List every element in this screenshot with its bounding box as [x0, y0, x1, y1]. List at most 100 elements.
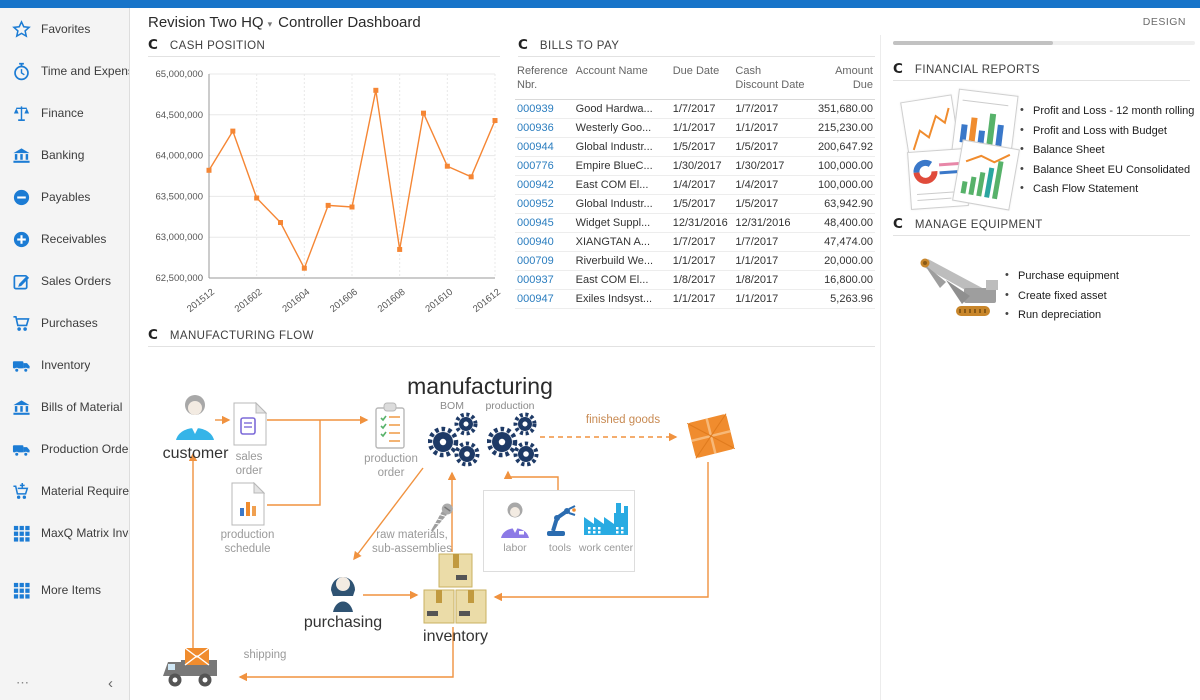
sidebar-overflow-button[interactable]: ⋯ [16, 675, 30, 690]
table-cell: 5,263.96 [810, 289, 875, 309]
reference-link[interactable]: 000945 [515, 213, 574, 233]
bills-to-pay-panel-header: C BILLS TO PAY [518, 37, 875, 57]
sidebar-item-sales-orders[interactable]: Sales Orders [0, 260, 129, 302]
table-row[interactable]: 000939 Good Hardwa... 1/7/2017 1/7/2017 351,… [515, 99, 875, 119]
refresh-icon[interactable]: C [148, 327, 158, 344]
sidebar-item-bills-of-material[interactable]: Bills of Material [0, 386, 129, 428]
report-link[interactable]: Profit and Loss - 12 month rolling [1020, 105, 1195, 118]
column-header[interactable]: Account Name [573, 62, 671, 100]
column-header[interactable]: Cash Discount Date [733, 62, 811, 100]
sidebar-item-time-and-expenses[interactable]: Time and Expenses [0, 50, 129, 92]
horizontal-scrollbar-thumb[interactable] [893, 41, 1053, 45]
table-row[interactable]: 000947 Exiles Indsyst... 1/1/2017 1/1/2017 5… [515, 289, 875, 309]
column-header[interactable]: Amount Due [810, 62, 875, 100]
production-schedule-label: production schedule [220, 529, 275, 556]
reference-link[interactable]: 000944 [515, 137, 574, 157]
edit-icon [12, 272, 31, 291]
sidebar-item-label: Sales Orders [41, 274, 112, 288]
bills-to-pay-table: Reference Nbr. Account Name Due Date Cash D… [515, 62, 875, 309]
equipment-link[interactable]: Purchase equipment [1005, 270, 1180, 283]
horizontal-scrollbar-track[interactable] [893, 41, 1195, 45]
refresh-icon[interactable]: C [148, 37, 158, 54]
table-cell: 351,680.00 [810, 99, 875, 119]
financial-reports-links: Profit and Loss - 12 month rolling Profit… [1020, 105, 1195, 204]
table-cell: Riverbuild We... [573, 251, 671, 271]
table-cell: Widget Suppl... [573, 213, 671, 233]
reference-link[interactable]: 000709 [515, 251, 574, 271]
reference-link[interactable]: 000776 [515, 156, 574, 176]
sidebar-item-label: Receivables [41, 232, 107, 246]
equipment-link[interactable]: Run depreciation [1005, 309, 1180, 322]
refresh-icon[interactable]: C [893, 216, 903, 233]
truck-icon [12, 356, 31, 375]
table-cell: 48,400.00 [810, 213, 875, 233]
table-cell: Empire BlueC... [573, 156, 671, 176]
sidebar-item-label: Payables [41, 190, 91, 204]
sidebar-item-production-orders[interactable]: Production Orders [0, 428, 129, 470]
table-cell: XIANGTAN A... [573, 232, 671, 252]
svg-text:201612: 201612 [471, 287, 501, 315]
sidebar-item-finance[interactable]: Finance [0, 92, 129, 134]
sidebar-item-material-requirem[interactable]: Material Requirem... [0, 470, 129, 512]
page-title: Controller Dashboard [278, 14, 421, 31]
work-center-label: work center [578, 542, 634, 554]
labor-label: labor [503, 542, 527, 554]
table-row[interactable]: 000936 Westerly Goo... 1/1/2017 1/1/2017 215… [515, 118, 875, 138]
company-selector[interactable]: Revision Two HQ [148, 14, 264, 31]
sidebar-item-payables[interactable]: Payables [0, 176, 129, 218]
sidebar-item-purchases[interactable]: Purchases [0, 302, 129, 344]
truck-icon [12, 440, 31, 459]
table-cell: 1/7/2017 [733, 232, 811, 252]
sidebar-item-label: More Items [41, 583, 102, 597]
table-row[interactable]: 000942 East COM El... 1/4/2017 1/4/2017 100,… [515, 175, 875, 195]
svg-text:64,000,000: 64,000,000 [155, 151, 203, 162]
table-row[interactable]: 000945 Widget Suppl... 12/31/2016 12/31/201… [515, 213, 875, 233]
sidebar-item-banking[interactable]: Banking [0, 134, 129, 176]
report-link[interactable]: Balance Sheet [1020, 144, 1195, 157]
sidebar-item-maxq-matrix-invent[interactable]: MaxQ Matrix Invent... [0, 512, 129, 554]
cash-position-title: CASH POSITION [169, 40, 266, 52]
column-header[interactable]: Due Date [670, 62, 734, 100]
table-row[interactable]: 000940 XIANGTAN A... 1/7/2017 1/7/2017 47,47… [515, 232, 875, 252]
equipment-link[interactable]: Create fixed asset [1005, 290, 1180, 303]
sidebar-collapse-button[interactable]: ‹ [108, 674, 113, 692]
sidebar-item-receivables[interactable]: Receivables [0, 218, 129, 260]
sidebar-item-more-items[interactable]: More Items [0, 569, 129, 611]
table-cell: East COM El... [573, 270, 671, 290]
table-row[interactable]: 000944 Global Industr... 1/5/2017 1/5/2017 2… [515, 137, 875, 157]
refresh-icon[interactable]: C [518, 37, 528, 54]
refresh-icon[interactable]: C [893, 61, 903, 78]
reference-link[interactable]: 000942 [515, 175, 574, 195]
table-cell: 12/31/2016 [733, 213, 811, 233]
design-button[interactable]: DESIGN [1142, 16, 1186, 28]
table-cell: 1/5/2017 [670, 194, 734, 214]
sales-order-icon [233, 402, 267, 446]
table-row[interactable]: 000952 Global Industr... 1/5/2017 1/5/2017 6… [515, 194, 875, 214]
reference-link[interactable]: 000936 [515, 118, 574, 138]
table-row[interactable]: 000709 Riverbuild We... 1/1/2017 1/1/2017 20… [515, 251, 875, 271]
cash-position-panel-header: C CASH POSITION [148, 37, 500, 57]
table-cell: Good Hardwa... [573, 99, 671, 119]
reference-link[interactable]: 000952 [515, 194, 574, 214]
svg-text:201608: 201608 [376, 287, 408, 315]
reference-link[interactable]: 000939 [515, 99, 574, 119]
svg-text:201606: 201606 [328, 287, 360, 315]
production-gears-icon [487, 412, 539, 467]
reference-link[interactable]: 000937 [515, 270, 574, 290]
table-cell: 1/5/2017 [733, 194, 811, 214]
grid-icon [12, 581, 31, 600]
sidebar-item-favorites[interactable]: Favorites [0, 8, 129, 50]
table-row[interactable]: 000776 Empire BlueC... 1/30/2017 1/30/2017 1… [515, 156, 875, 176]
chevron-down-icon[interactable]: ▾ [267, 19, 273, 29]
labor-icon [501, 502, 529, 538]
table-row[interactable]: 000937 East COM El... 1/8/2017 1/8/2017 16,8… [515, 270, 875, 290]
column-header[interactable]: Reference Nbr. [515, 62, 574, 100]
customer-label: customer [162, 445, 229, 462]
sidebar-item-inventory[interactable]: Inventory [0, 344, 129, 386]
reference-link[interactable]: 000947 [515, 289, 574, 309]
production-label: production [485, 400, 535, 412]
report-link[interactable]: Balance Sheet EU Consolidated [1020, 164, 1195, 177]
reference-link[interactable]: 000940 [515, 232, 574, 252]
report-link[interactable]: Cash Flow Statement [1020, 183, 1195, 196]
report-link[interactable]: Profit and Loss with Budget [1020, 125, 1195, 138]
